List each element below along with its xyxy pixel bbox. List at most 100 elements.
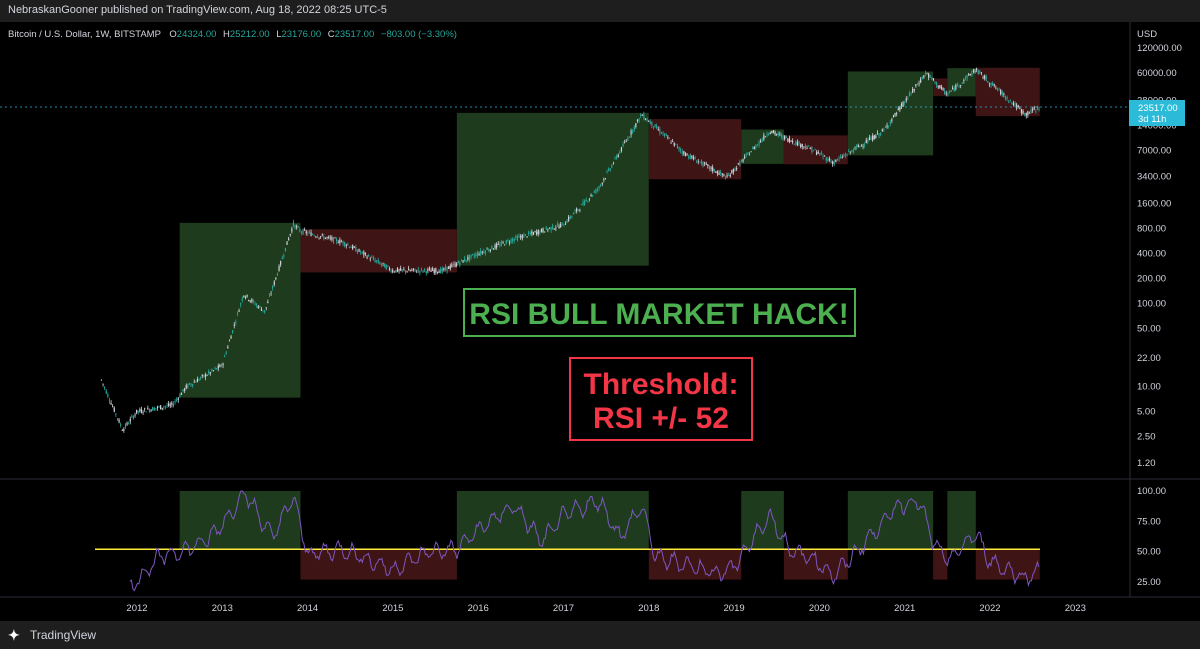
candle-body bbox=[744, 156, 746, 159]
candle-body bbox=[590, 194, 592, 197]
candle-body bbox=[876, 132, 879, 134]
candle-body bbox=[924, 73, 927, 75]
candle-body bbox=[934, 82, 936, 84]
rsi-bull-box bbox=[741, 491, 784, 550]
candle-body bbox=[731, 170, 733, 174]
candle-body bbox=[870, 136, 872, 140]
candle-body bbox=[142, 412, 144, 414]
candle-body bbox=[841, 156, 843, 158]
candle-body bbox=[664, 133, 666, 136]
rsi-tick: 50.00 bbox=[1137, 547, 1161, 558]
candle-body bbox=[128, 423, 130, 425]
candle-body bbox=[414, 268, 416, 271]
candle-body bbox=[707, 164, 709, 167]
candle-body bbox=[174, 400, 176, 403]
candle-body bbox=[956, 84, 959, 86]
candle-body bbox=[473, 255, 475, 257]
candle-body bbox=[406, 271, 408, 273]
candle-body bbox=[958, 85, 960, 87]
candle-body bbox=[572, 212, 575, 215]
candle-body bbox=[614, 157, 616, 159]
threshold-line2: RSI +/- 52 bbox=[593, 402, 729, 435]
candle-body bbox=[216, 368, 218, 370]
candle-body bbox=[211, 369, 213, 372]
rsi-axis[interactable]: 100.00 75.00 50.00 25.00 bbox=[1137, 486, 1166, 588]
candle-body bbox=[968, 74, 970, 76]
candle-body bbox=[432, 268, 434, 271]
rsi-bear-box bbox=[648, 549, 742, 580]
candle-body bbox=[774, 131, 776, 135]
candle-body bbox=[833, 162, 835, 164]
candle-body bbox=[264, 310, 266, 313]
candle-body bbox=[361, 251, 363, 253]
candle-body bbox=[916, 84, 919, 86]
time-tick: 2018 bbox=[638, 603, 659, 614]
candle-body bbox=[848, 150, 850, 152]
currency-label: USD bbox=[1137, 29, 1157, 40]
candle-body bbox=[928, 73, 930, 78]
candle-body bbox=[539, 230, 541, 234]
candle-body bbox=[380, 264, 383, 265]
candle-body bbox=[769, 132, 771, 134]
candle-body bbox=[878, 133, 880, 136]
candle-body bbox=[449, 265, 451, 269]
candle-body bbox=[888, 125, 890, 127]
candle-body bbox=[804, 145, 807, 149]
candle-body bbox=[972, 70, 975, 72]
candle-body bbox=[963, 80, 965, 82]
candle-body bbox=[668, 138, 671, 140]
rsi-tick: 75.00 bbox=[1137, 516, 1161, 527]
candle-body bbox=[281, 257, 283, 260]
candle-body bbox=[598, 186, 600, 189]
candle-body bbox=[1014, 102, 1016, 106]
candle-body bbox=[166, 405, 168, 407]
candle-body bbox=[1038, 108, 1040, 110]
candle-body bbox=[990, 82, 992, 86]
candle-body bbox=[560, 223, 562, 228]
candle-body bbox=[771, 130, 773, 134]
candle-body bbox=[443, 268, 445, 270]
candle-body bbox=[574, 210, 576, 212]
price-tick: 1.20 bbox=[1137, 458, 1156, 469]
candle-body bbox=[492, 248, 495, 250]
candle-body bbox=[678, 146, 680, 150]
candle-body bbox=[1032, 109, 1034, 111]
footer-brand[interactable]: TradingView bbox=[30, 628, 97, 642]
candle-body bbox=[243, 295, 245, 297]
tradingview-logo-icon[interactable]: ✦ bbox=[8, 627, 20, 643]
candle-body bbox=[217, 365, 219, 369]
candle-body bbox=[584, 200, 586, 206]
candle-body bbox=[465, 260, 467, 262]
candle-body bbox=[131, 416, 133, 417]
candle-body bbox=[227, 346, 229, 349]
candle-body bbox=[198, 379, 200, 381]
candle-body bbox=[883, 129, 885, 131]
candle-body bbox=[582, 201, 584, 205]
candle-body bbox=[116, 418, 119, 420]
candle-body bbox=[862, 146, 864, 148]
candle-body bbox=[588, 198, 591, 200]
candle-body bbox=[712, 167, 714, 172]
candle-body bbox=[760, 140, 762, 142]
candle-body bbox=[416, 271, 418, 273]
candle-body bbox=[656, 125, 658, 129]
candle-body bbox=[513, 238, 515, 241]
candle-body bbox=[161, 407, 163, 409]
candle-body bbox=[115, 413, 117, 415]
candle-body bbox=[433, 270, 435, 274]
price-chart[interactable]: Bitcoin / U.S. Dollar, 1W, BITSTAMP O243… bbox=[0, 22, 1200, 621]
candle-body bbox=[555, 227, 557, 229]
candle-body bbox=[976, 68, 978, 70]
candle-body bbox=[587, 201, 589, 203]
candle-body bbox=[756, 144, 759, 146]
candle-body bbox=[782, 135, 784, 140]
candle-body bbox=[548, 227, 551, 229]
candle-body bbox=[518, 235, 520, 238]
candle-body bbox=[292, 222, 295, 226]
bear-phase-box bbox=[300, 229, 457, 273]
hack-title: RSI BULL MARKET HACK! bbox=[469, 298, 848, 331]
candlesticks bbox=[100, 67, 1040, 433]
candle-body bbox=[921, 77, 923, 79]
time-axis[interactable]: 2012 2013 2014 2015 2016 2017 2018 2019 2020 2021… bbox=[126, 603, 1085, 614]
candle-body bbox=[630, 130, 632, 135]
